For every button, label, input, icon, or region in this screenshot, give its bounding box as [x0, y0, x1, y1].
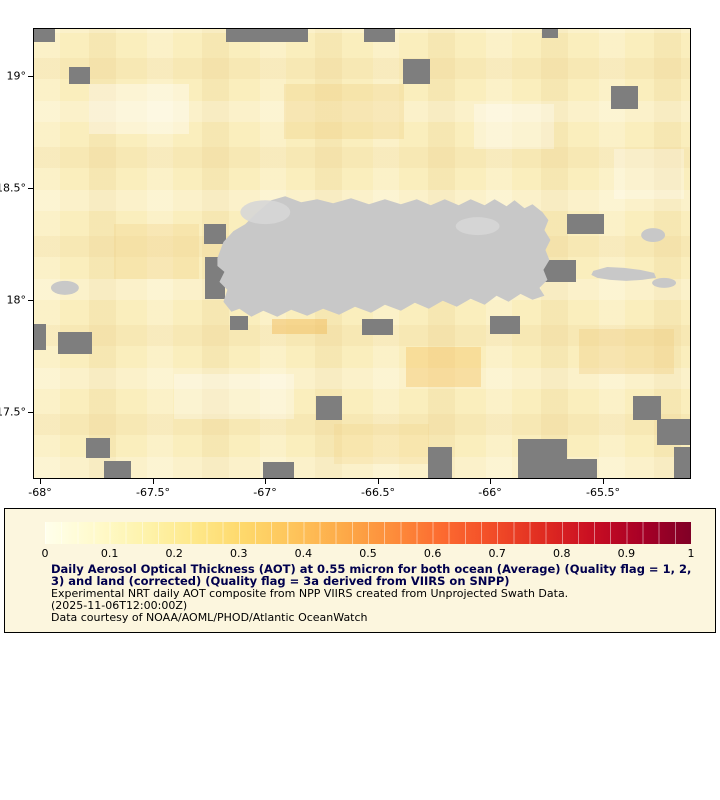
missing-data-cell: [362, 319, 393, 335]
aot-tint-cell: [272, 319, 327, 334]
missing-data-cell: [633, 396, 661, 420]
aot-tint-cell: [284, 84, 404, 139]
map-plot: -68° -67.5° -67° -66.5° -66° -65.5° 19° 18.5° 18…: [0, 28, 691, 499]
missing-data-cell: [263, 462, 294, 478]
colorbar-tick-label: 0.2: [165, 547, 183, 560]
aot-tint-cell: [579, 329, 674, 374]
aot-tint-cell: [174, 374, 294, 419]
missing-data-cell: [230, 316, 248, 330]
missing-data-cell: [674, 447, 690, 478]
legend-title: Daily Aerosol Optical Thickness (AOT) at…: [51, 562, 692, 588]
legend-panel: 0 0.1 0.2 0.3 0.4 0.5 0.6 0.7 0.8 0.9 1 Daily Aero…: [4, 508, 716, 633]
colorbar-tick-label: 0.4: [294, 547, 313, 560]
vieques-island: [591, 266, 657, 281]
legend-description: Experimental NRT daily AOT composite fro…: [51, 587, 569, 600]
missing-data-cell: [542, 260, 576, 282]
x-tick: [265, 479, 266, 484]
colorbar-tick-label: 1: [687, 547, 695, 560]
missing-data-cell: [657, 419, 690, 445]
colorbar-tick-label: 0.3: [230, 547, 248, 560]
colorbar-tick-label: 0.9: [617, 547, 636, 560]
missing-data-cell: [567, 459, 597, 478]
colorbar-scale: 0 0.1 0.2 0.3 0.4 0.5 0.6 0.7 0.8 0.9 1: [41, 547, 695, 560]
y-tick: [28, 76, 33, 77]
x-tick-label: -65.5°: [586, 486, 620, 499]
y-tick-label: 18°: [6, 293, 27, 307]
culebra-island: [641, 228, 666, 243]
x-tick: [603, 479, 604, 484]
y-tick-label: 17.5°: [0, 405, 26, 419]
legend-timestamp: (2025-11-06T12:00:00Z): [51, 599, 188, 612]
x-tick-label: -67.5°: [136, 486, 170, 499]
mona-island: [50, 280, 79, 295]
legend-text: Daily Aerosol Optical Thickness (AOT) at…: [51, 563, 701, 624]
missing-data-cell: [34, 324, 46, 350]
y-tick: [28, 300, 33, 301]
aot-tint-cell: [406, 347, 481, 387]
missing-data-cell: [490, 316, 520, 334]
x-tick: [40, 479, 41, 484]
island-light-patch: [240, 200, 291, 225]
legend-credit: Data courtesy of NOAA/AOML/PHOD/Atlantic…: [51, 611, 368, 624]
y-tick-label: 19°: [6, 69, 27, 83]
x-tick-label: -66°: [478, 486, 502, 499]
missing-data-cell: [364, 29, 395, 42]
missing-data-cell: [69, 67, 90, 84]
landmass-overlay: [50, 196, 677, 317]
missing-data-cell: [34, 29, 55, 42]
aot-tint-cell: [474, 104, 554, 149]
map-canvas: [33, 28, 691, 479]
x-tick: [153, 479, 154, 484]
aot-tint-cell: [614, 149, 684, 199]
x-tick-label: -68°: [28, 486, 52, 499]
colorbar-tick-label: 0.1: [100, 547, 119, 560]
x-tick: [490, 479, 491, 484]
y-tick: [28, 412, 33, 413]
missing-data-cell: [204, 224, 226, 244]
colorbar-tick-label: 0.8: [553, 547, 571, 560]
island-light-patch: [455, 217, 500, 236]
colorbar-tick-label: 0.6: [423, 547, 442, 560]
aot-tint-cell: [114, 224, 199, 279]
colorbar-tick-label: 0: [41, 547, 49, 560]
east-islet: [652, 277, 677, 288]
missing-data-cell: [611, 86, 638, 109]
aot-tint-cell: [334, 424, 429, 464]
colorbar-tick-label: 0.7: [488, 547, 506, 560]
missing-data-cell: [542, 29, 558, 38]
missing-data-cell: [316, 396, 342, 420]
aot-tint-cell: [89, 84, 189, 134]
missing-data-cell: [86, 438, 110, 458]
y-tick-label: 18.5°: [0, 181, 26, 195]
y-tick: [28, 188, 33, 189]
missing-data-cell: [226, 29, 308, 42]
colorbar: [45, 522, 691, 544]
missing-data-cell: [403, 59, 430, 84]
missing-data-cell: [104, 461, 131, 478]
missing-data-cell: [428, 447, 452, 478]
x-tick-label: -66.5°: [361, 486, 395, 499]
missing-data-cell: [518, 439, 567, 478]
colorbar-tick-label: 0.5: [359, 547, 377, 560]
x-tick: [378, 479, 379, 484]
missing-data-cell: [58, 332, 92, 354]
missing-data-cell: [567, 214, 604, 234]
x-tick-label: -67°: [253, 486, 277, 499]
